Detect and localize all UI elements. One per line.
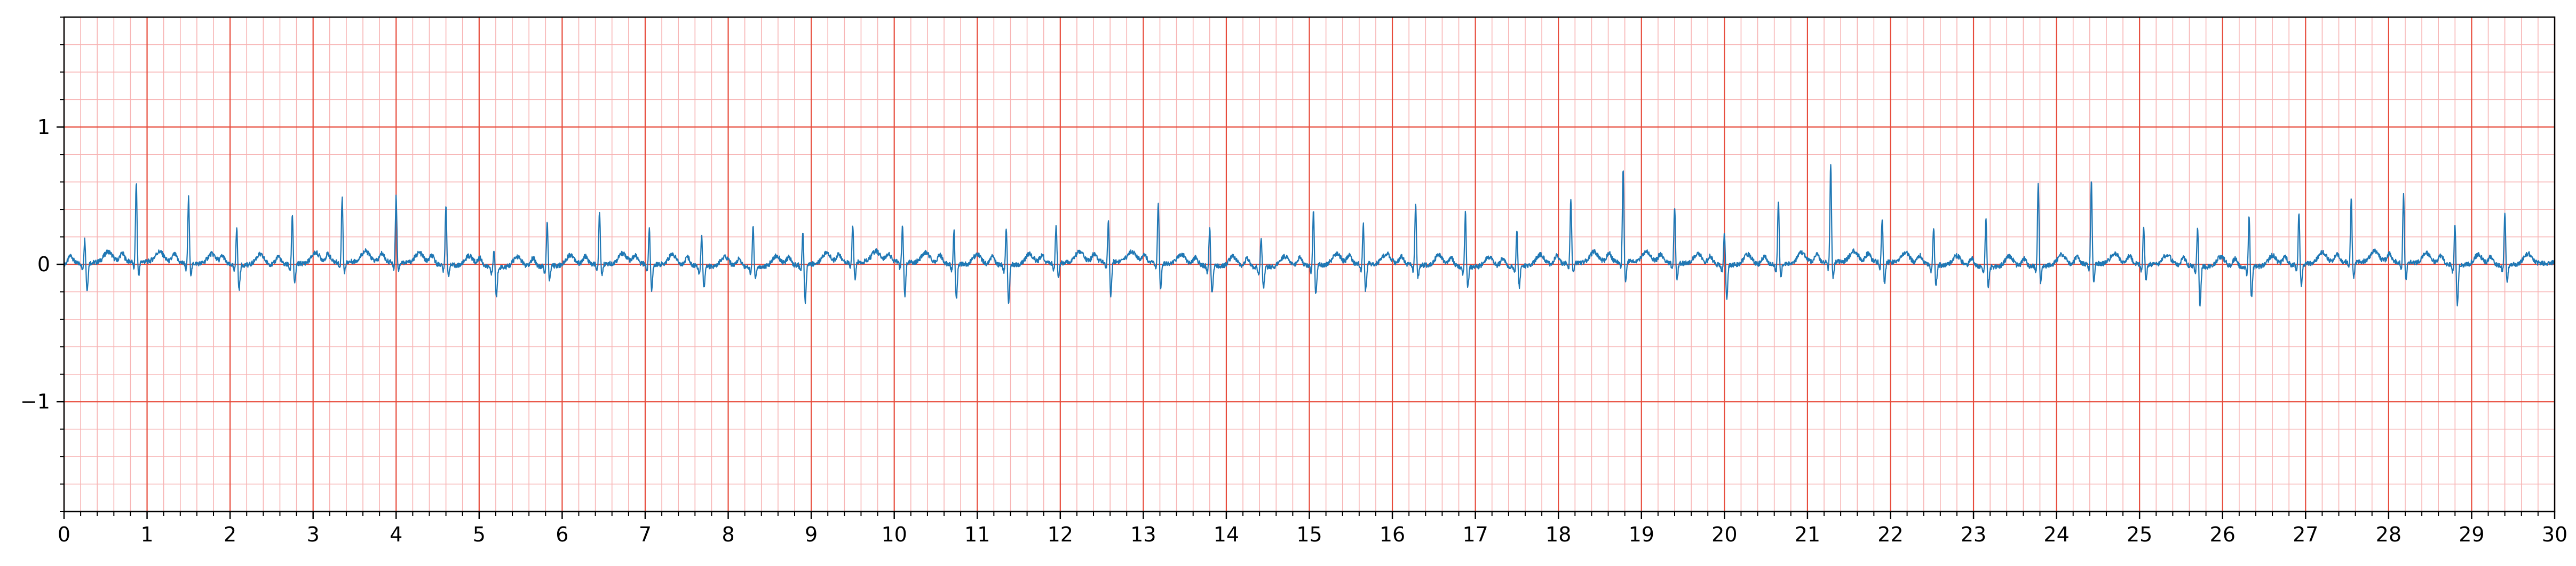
x-tick-label: 27 [2293, 523, 2318, 546]
x-tick-label: 20 [1711, 523, 1737, 546]
x-tick-label: 16 [1380, 523, 1405, 546]
x-tick-label: 12 [1048, 523, 1073, 546]
x-tick-label: 4 [390, 523, 402, 546]
x-tick-label: 28 [2376, 523, 2401, 546]
x-tick-label: 13 [1130, 523, 1156, 546]
x-tick-label: 3 [307, 523, 320, 546]
x-tick-label: 5 [473, 523, 486, 546]
y-tick-label: −1 [20, 390, 50, 413]
x-tick-label: 8 [722, 523, 734, 546]
x-tick-label: 14 [1214, 523, 1239, 546]
x-tick-label: 0 [58, 523, 70, 546]
x-tick-label: 7 [639, 523, 652, 546]
x-tick-label: 30 [2542, 523, 2567, 546]
x-tick-label: 11 [964, 523, 990, 546]
x-tick-label: 9 [805, 523, 818, 546]
x-tick-label: 15 [1296, 523, 1322, 546]
x-tick-label: 21 [1795, 523, 1820, 546]
x-tick-label: 18 [1545, 523, 1571, 546]
x-tick-label: 24 [2043, 523, 2069, 546]
ecg-trace-group [63, 164, 2556, 307]
x-tick-label: 23 [1961, 523, 1986, 546]
x-tick-label: 1 [140, 523, 153, 546]
y-tick-label: 1 [37, 115, 50, 139]
x-tick-label: 25 [2127, 523, 2152, 546]
x-tick-label: 26 [2210, 523, 2236, 546]
ecg-trace-line [63, 164, 2556, 307]
y-axis: −1 0 1 [20, 17, 64, 512]
x-tick-label: 17 [1462, 523, 1488, 546]
x-tick-label: 19 [1629, 523, 1654, 546]
x-tick-label: 10 [881, 523, 907, 546]
x-tick-label: 29 [2459, 523, 2484, 546]
x-tick-label: 22 [1877, 523, 1903, 546]
x-tick-label: 6 [556, 523, 568, 546]
x-axis: 0 1 2 3 4 5 6 7 8 9 10 11 12 13 14 15 16 17 18 19 20 21 22 23 24… [58, 512, 2567, 546]
y-tick-label: 0 [37, 253, 50, 276]
x-tick-label: 2 [224, 523, 236, 546]
